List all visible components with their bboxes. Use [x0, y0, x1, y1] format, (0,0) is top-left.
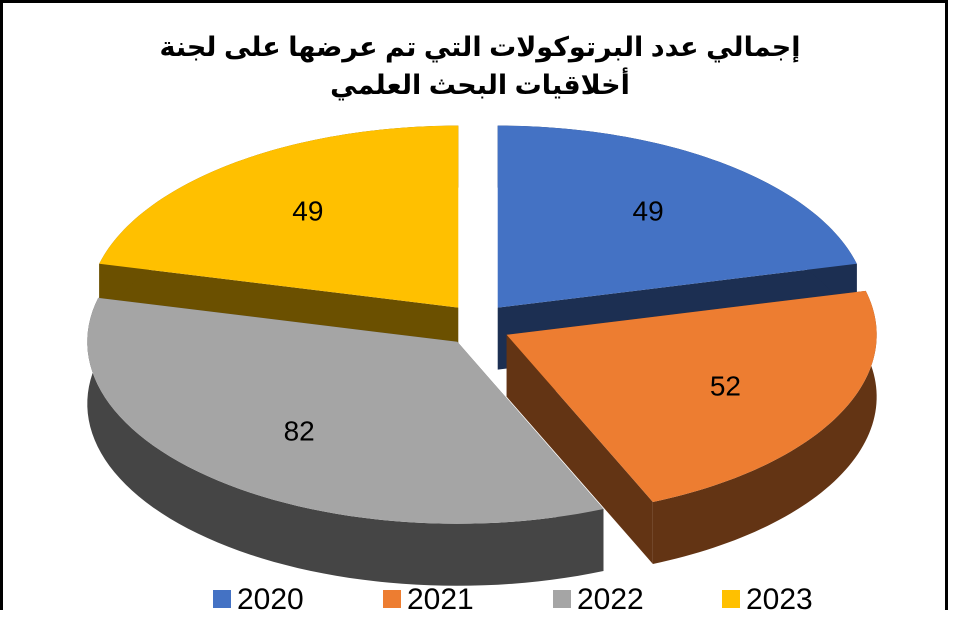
legend-label: 2021 — [407, 583, 474, 616]
legend-label: 2022 — [577, 583, 644, 616]
legend-swatch — [383, 590, 401, 608]
slice-side — [87, 297, 604, 586]
chart-title: إجمالي عدد البرتوكولات التي تم عرضها على… — [159, 32, 801, 100]
legend-swatch — [213, 590, 231, 608]
slice — [497, 125, 857, 308]
legend-label: 2023 — [746, 583, 813, 616]
slice — [87, 297, 604, 524]
data-label: 49 — [633, 195, 664, 226]
legend-swatch — [553, 590, 571, 608]
slice — [99, 125, 459, 308]
data-label: 49 — [292, 195, 323, 226]
data-label: 82 — [284, 416, 315, 447]
slice — [506, 290, 877, 502]
legend-swatch — [722, 590, 740, 608]
slice-side — [652, 290, 877, 564]
data-label: 52 — [710, 371, 741, 402]
slice-wall — [506, 334, 653, 564]
legend-label: 2020 — [237, 583, 304, 616]
